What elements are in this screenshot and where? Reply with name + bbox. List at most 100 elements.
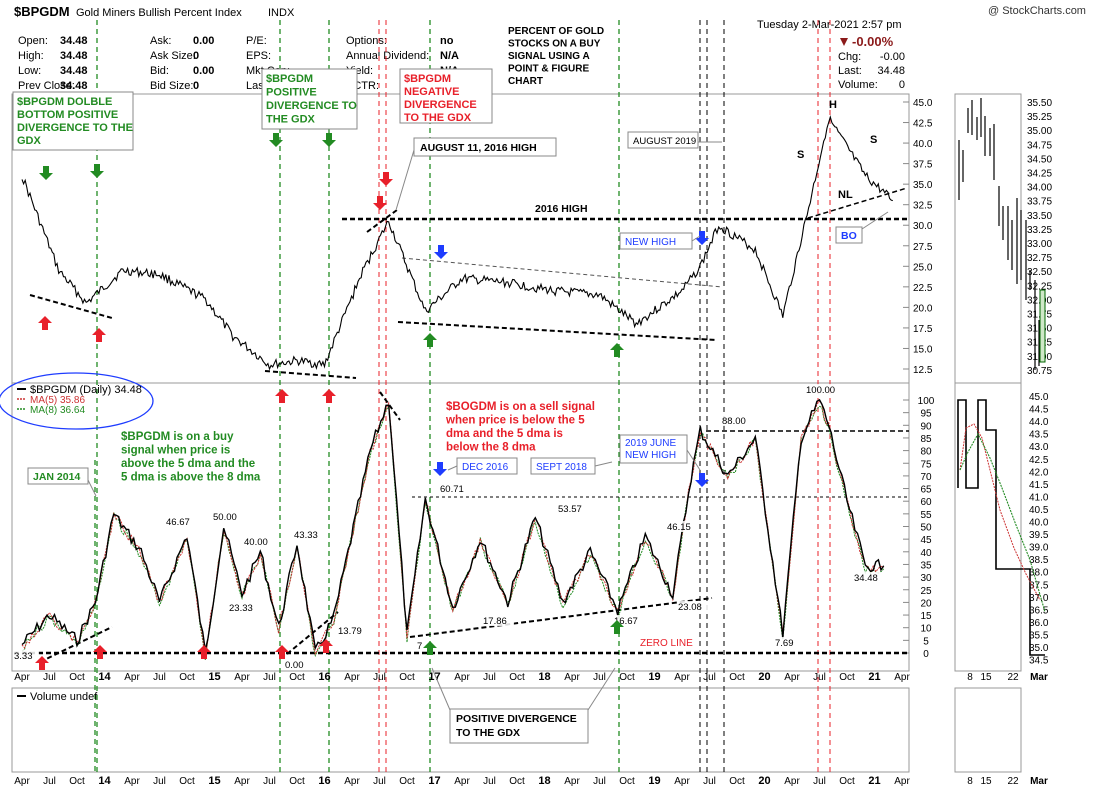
neckline-label: NL — [838, 189, 853, 201]
right-x-tick-label: 22 — [1007, 776, 1019, 787]
negative-div-box — [399, 68, 493, 124]
right-upper-y-tick-label: 30.75 — [1027, 366, 1052, 377]
legend-main: $BPGDM (Daily) 34.48 — [30, 384, 142, 396]
lower-y-tick-label: 80 — [920, 447, 932, 458]
x-tick-label: Apr — [674, 672, 690, 683]
upper-y-tick-label: 15.0 — [913, 344, 933, 355]
arrow-up-icon — [610, 343, 624, 357]
right-x-tick-label: 8 — [967, 672, 973, 683]
lower-y-tick-label: 95 — [920, 409, 932, 420]
right-lower-y-tick-label: 34.5 — [1029, 656, 1049, 667]
arrow-up-icon — [35, 656, 49, 670]
bpgdm-upper-line — [21, 115, 893, 371]
chart-name: Gold Miners Bullish Percent Index — [76, 7, 242, 19]
x-tick-label-bottom: Oct — [729, 776, 745, 787]
volume-label: Volume undef — [30, 691, 98, 703]
x-tick-label-bottom: 21 — [868, 775, 880, 787]
right-quote-label: Chg: — [838, 51, 861, 63]
bpgdm-lower-line — [21, 398, 885, 651]
jan-2014-text: JAN 2014 — [33, 471, 80, 483]
legend-ma8: MA(8) 36.64 — [30, 405, 85, 416]
right-quote-value: 0 — [899, 79, 905, 91]
right-lower-y-tick-label: 44.0 — [1029, 417, 1049, 428]
chart-symbol: $BPGDM — [14, 4, 70, 19]
callout-pointer — [691, 235, 701, 242]
lower-y-tick-label: 65 — [920, 485, 932, 496]
trendline-lower-3 — [409, 597, 713, 638]
trendline-lower-4 — [379, 391, 401, 421]
double-bottom-box — [12, 91, 134, 151]
x-tick-label-bottom: Oct — [619, 776, 635, 787]
quote-value: 34.48 — [60, 65, 88, 77]
data-label: 13.79 — [338, 626, 362, 637]
upper-y-tick-label: 42.5 — [913, 119, 933, 130]
data-label-bg — [243, 536, 275, 547]
data-label-bg — [721, 415, 753, 426]
upper-y-tick-label: 30.0 — [913, 221, 933, 232]
x-tick-label: 14 — [98, 671, 111, 683]
x-tick-label: Apr — [454, 672, 470, 683]
x-tick-label-bottom: Apr — [784, 776, 800, 787]
lower-y-tick-label: 30 — [920, 573, 932, 584]
trendline-2 — [264, 370, 357, 379]
arrow-down-icon — [695, 231, 709, 245]
quote-label: High: — [18, 50, 44, 62]
quote-value: 0 — [193, 50, 199, 62]
right-x-tick-label: 15 — [980, 672, 992, 683]
sell-signal-text-line: when price is below the 5 — [445, 415, 585, 427]
right-upper-y-tick-label: 35.25 — [1027, 112, 1052, 123]
x-tick-label: Jul — [373, 672, 386, 683]
data-label-bg — [613, 615, 645, 626]
x-tick-label-bottom: 19 — [648, 775, 660, 787]
buy-signal-text-line: above the 5 dma and the — [121, 458, 255, 470]
data-label-bg — [482, 615, 514, 626]
right-lower-frame — [954, 382, 1022, 672]
arrow-down-icon — [322, 133, 336, 147]
x-tick-label: Apr — [344, 672, 360, 683]
x-tick-label: 19 — [648, 671, 660, 683]
data-label-bg — [439, 483, 471, 494]
x-axis: Apr Apr Jul Jul Oct Oct 14 14 Apr Apr Jul Jul Oct Oct… — [14, 671, 1048, 787]
right-upper-y-tick-label: 34.50 — [1027, 154, 1052, 165]
callout-pointer — [447, 465, 458, 471]
right-lower-y-tick-label: 41.0 — [1029, 492, 1049, 503]
arrow-up-icon — [38, 316, 52, 330]
quote-label: Annual Dividend: — [346, 50, 429, 62]
data-label-bg — [228, 602, 260, 613]
lower-y-tick-label: 15 — [920, 611, 932, 622]
callout-pointer — [87, 479, 97, 497]
right-upper-y-tick-label: 32.25 — [1027, 281, 1052, 292]
upper-y-tick-label: 45.0 — [913, 98, 933, 109]
upper-y-tick-label: 20.0 — [913, 303, 933, 314]
right-quote-value: -0.00 — [880, 51, 905, 63]
arrow-up-icon — [423, 641, 437, 655]
quote-value: 34.48 — [60, 35, 88, 47]
positive-div-text-line: POSITIVE — [266, 87, 317, 99]
arrow-down-icon — [373, 196, 387, 210]
arrow-down-icon — [90, 164, 104, 178]
quote-label: Bid Size: — [150, 80, 193, 92]
right-lower-y-tick-label: 39.5 — [1029, 530, 1049, 541]
upper-y-axis: 45.0 42.5 40.0 37.5 35.0 32.5 30.0 27.5 25.0 22.5… — [903, 98, 933, 376]
right-upper-y-tick-label: 32.75 — [1027, 253, 1052, 264]
x-tick-label-bottom: Oct — [509, 776, 525, 787]
x-tick-label: Apr — [564, 672, 580, 683]
right-x-tick-label: Mar — [1030, 672, 1048, 683]
positive-div-text-line: DIVERGENCE TO — [266, 100, 357, 112]
x-tick-label-bottom: Apr — [14, 776, 30, 787]
positive-div-text-line: $BPGDM — [266, 73, 313, 85]
callout-pointer — [686, 449, 701, 471]
new-high-text: NEW HIGH — [625, 237, 676, 248]
quote-label: Ask: — [150, 35, 171, 47]
x-tick-label-bottom: Oct — [839, 776, 855, 787]
right-upper-y-tick-label: 33.50 — [1027, 211, 1052, 222]
data-label-bg — [853, 572, 885, 583]
trendline-4 — [401, 257, 723, 288]
right-lower-y-tick-label: 40.0 — [1029, 518, 1049, 529]
right-lower-y-tick-label: 43.5 — [1029, 430, 1049, 441]
sept-2018-text: SEPT 2018 — [536, 462, 587, 473]
x-tick-label-bottom: 14 — [98, 775, 111, 787]
x-tick-label: Oct — [179, 672, 195, 683]
quote-table: Open: 34.48 Ask: 0.00 P/E: Options: no High: 34.… — [18, 35, 459, 92]
